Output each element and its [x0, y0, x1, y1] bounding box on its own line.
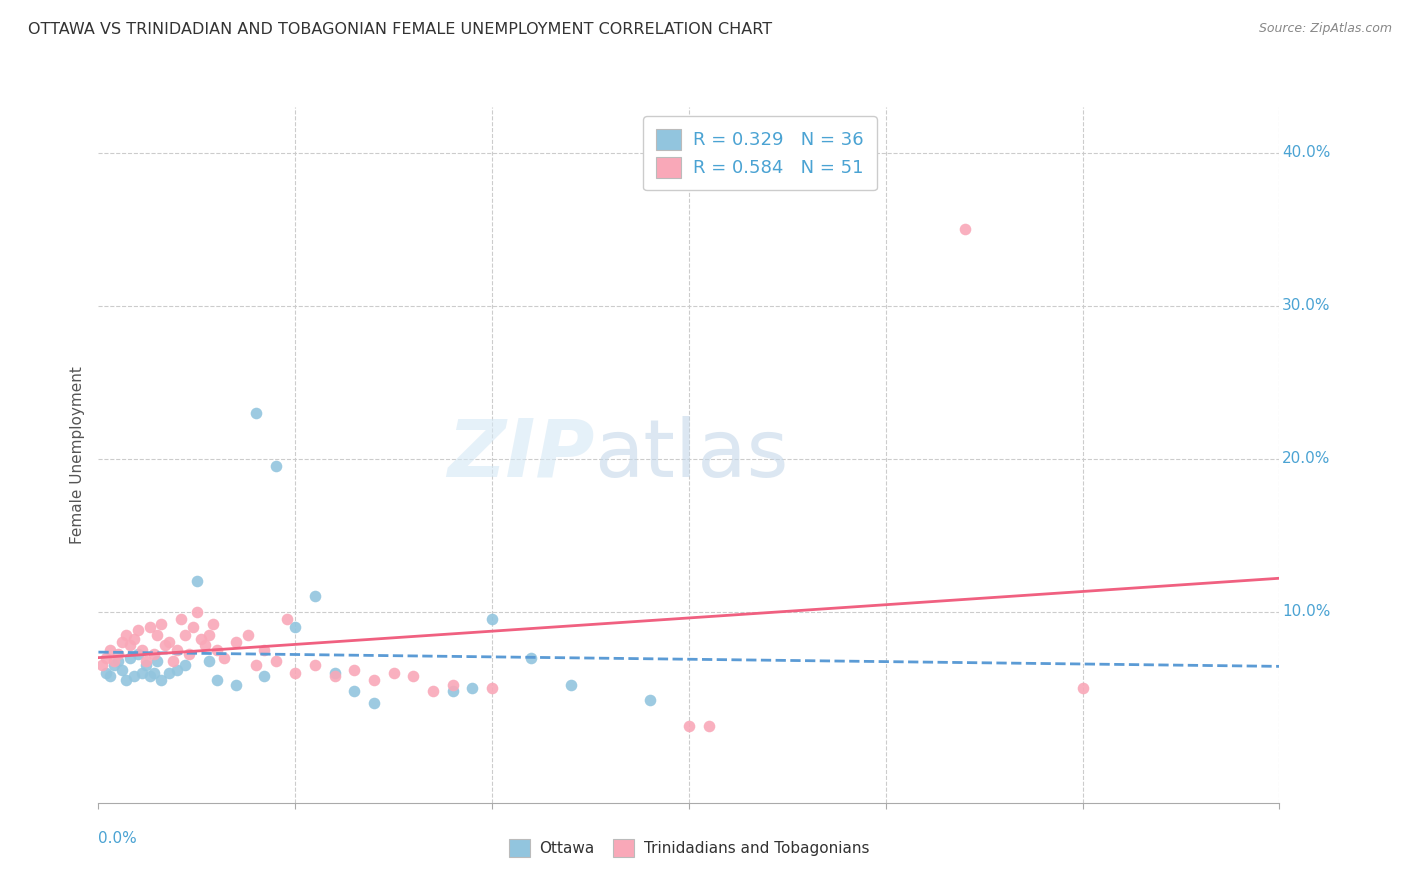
- Point: [697, 719, 720, 733]
- Text: Source: ZipAtlas.com: Source: ZipAtlas.com: [1258, 22, 1392, 36]
- Text: ZIP: ZIP: [447, 416, 595, 494]
- Point: [245, 658, 267, 673]
- Point: [162, 654, 184, 668]
- Point: [127, 623, 149, 637]
- Point: [107, 654, 129, 668]
- Point: [150, 616, 173, 631]
- Point: [115, 673, 138, 688]
- Text: 0.0%: 0.0%: [98, 830, 138, 846]
- Point: [177, 648, 200, 662]
- Point: [201, 616, 224, 631]
- Point: [166, 643, 188, 657]
- Point: [135, 658, 157, 673]
- Point: [343, 663, 366, 677]
- Point: [155, 638, 177, 652]
- Point: [236, 627, 259, 641]
- Point: [111, 663, 134, 677]
- Point: [111, 635, 134, 649]
- Text: 40.0%: 40.0%: [1282, 145, 1330, 161]
- Point: [98, 669, 121, 683]
- Point: [157, 665, 180, 680]
- Point: [225, 635, 247, 649]
- Point: [245, 406, 267, 420]
- Point: [323, 665, 346, 680]
- Text: OTTAWA VS TRINIDADIAN AND TOBAGONIAN FEMALE UNEMPLOYMENT CORRELATION CHART: OTTAWA VS TRINIDADIAN AND TOBAGONIAN FEM…: [28, 22, 772, 37]
- Point: [186, 574, 208, 588]
- Point: [284, 620, 307, 634]
- Y-axis label: Female Unemployment: Female Unemployment: [70, 366, 86, 544]
- Point: [461, 681, 484, 695]
- Point: [205, 643, 228, 657]
- Point: [323, 669, 346, 683]
- Point: [304, 658, 326, 673]
- Point: [1071, 681, 1094, 695]
- Point: [96, 665, 118, 680]
- Point: [402, 669, 425, 683]
- Text: 20.0%: 20.0%: [1282, 451, 1330, 467]
- Point: [197, 654, 219, 668]
- Point: [122, 669, 145, 683]
- Point: [363, 697, 385, 711]
- Point: [131, 643, 153, 657]
- Point: [157, 635, 180, 649]
- Point: [118, 650, 141, 665]
- Point: [142, 665, 165, 680]
- Point: [225, 678, 247, 692]
- Point: [142, 648, 165, 662]
- Point: [253, 669, 276, 683]
- Point: [96, 650, 118, 665]
- Point: [441, 684, 464, 698]
- Point: [214, 650, 236, 665]
- Point: [638, 693, 661, 707]
- Point: [174, 658, 197, 673]
- Point: [560, 678, 582, 692]
- Point: [678, 719, 700, 733]
- Point: [481, 681, 503, 695]
- Point: [194, 638, 217, 652]
- Point: [190, 632, 212, 647]
- Legend: Ottawa, Trinidadians and Tobagonians: Ottawa, Trinidadians and Tobagonians: [501, 832, 877, 864]
- Point: [205, 673, 228, 688]
- Point: [441, 678, 464, 692]
- Point: [166, 663, 188, 677]
- Point: [103, 658, 125, 673]
- Point: [382, 665, 405, 680]
- Point: [253, 643, 276, 657]
- Point: [181, 620, 204, 634]
- Point: [174, 627, 197, 641]
- Point: [264, 654, 287, 668]
- Point: [284, 665, 307, 680]
- Point: [138, 669, 160, 683]
- Point: [150, 673, 173, 688]
- Point: [363, 673, 385, 688]
- Point: [103, 654, 125, 668]
- Point: [197, 627, 219, 641]
- Point: [115, 627, 138, 641]
- Point: [138, 620, 160, 634]
- Point: [91, 658, 114, 673]
- Point: [186, 605, 208, 619]
- Point: [170, 612, 193, 626]
- Point: [98, 643, 121, 657]
- Point: [135, 654, 157, 668]
- Point: [481, 612, 503, 626]
- Point: [304, 590, 326, 604]
- Text: 30.0%: 30.0%: [1282, 298, 1330, 313]
- Point: [276, 612, 298, 626]
- Point: [118, 638, 141, 652]
- Text: atlas: atlas: [595, 416, 789, 494]
- Text: 10.0%: 10.0%: [1282, 604, 1330, 619]
- Point: [146, 654, 169, 668]
- Point: [422, 684, 444, 698]
- Point: [127, 648, 149, 662]
- Point: [264, 459, 287, 474]
- Point: [122, 632, 145, 647]
- Point: [107, 648, 129, 662]
- Point: [343, 684, 366, 698]
- Point: [520, 650, 543, 665]
- Point: [131, 665, 153, 680]
- Point: [146, 627, 169, 641]
- Point: [953, 222, 976, 236]
